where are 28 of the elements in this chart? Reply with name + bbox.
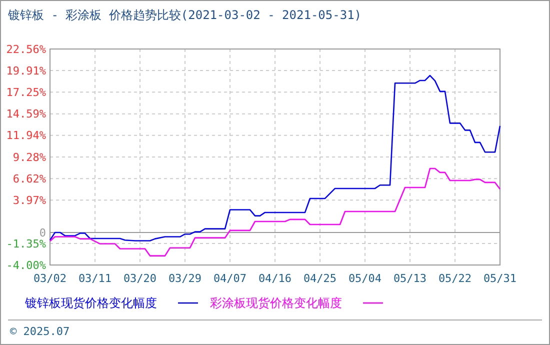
x-tick-label: 03/20 [123,272,157,285]
chart-title: 镀锌板 - 彩涂板 价格趋势比较(2021-03-02 - 2021-05-31) [7,8,362,22]
y-tick-label: -4.00% [6,258,46,272]
y-tick-label: 17.25% [6,86,46,100]
x-tick-label: 04/07 [213,272,247,285]
x-tick-label: 03/29 [168,272,202,285]
legend-label: 镀锌板现货价格变化幅度 [24,296,157,310]
y-tick-label: 22.56% [6,42,46,56]
x-tick-label: 05/31 [483,272,517,285]
x-tick-label: 03/11 [78,272,112,285]
y-tick-label: 3.97% [12,194,46,208]
x-tick-label: 05/22 [438,272,472,285]
legend-label: 彩涂板现货价格变化幅度 [210,296,342,310]
x-tick-label: 04/16 [258,272,292,285]
y-tick-label: 19.91% [6,64,46,78]
text: © 2025.07 [10,325,70,338]
y-tick-label: 14.59% [6,108,46,121]
y-tick-label: 0 [39,226,46,240]
y-tick-label: -1.35% [6,237,46,250]
x-tick-label: 05/04 [348,272,382,285]
line-series [49,74,501,242]
x-tick-label: 04/25 [303,272,337,285]
y-tick-label: 11.94% [6,129,46,142]
x-tick-label: 03/02 [33,272,67,285]
line-series [49,168,501,256]
y-tick-label: 6.62% [12,172,46,186]
x-tick-label: 05/13 [393,272,427,285]
y-tick-label: 9.28% [12,150,46,164]
